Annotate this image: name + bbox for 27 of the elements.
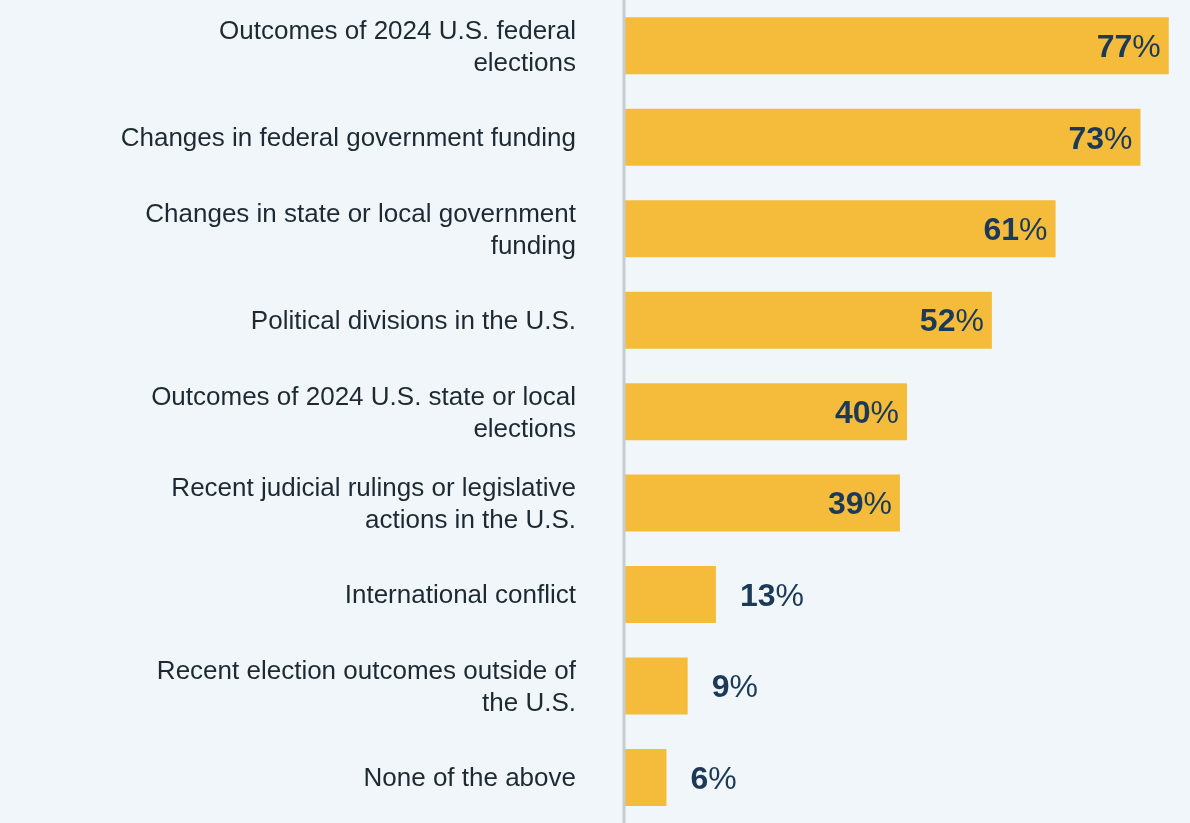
data-label: 39% bbox=[827, 485, 892, 522]
data-label: 13% bbox=[739, 576, 805, 613]
bar bbox=[624, 566, 716, 624]
bar bbox=[624, 657, 688, 715]
y-tick-label: None of the above bbox=[363, 762, 576, 793]
y-tick-label: Outcomes of 2024 U.S. state or local elections bbox=[151, 380, 576, 443]
bar bbox=[624, 291, 992, 349]
y-tick-label: Recent judicial rulings or legislative actions in the U.S. bbox=[171, 472, 576, 535]
y-tick-label: International conflict bbox=[344, 579, 577, 610]
data-label: 40% bbox=[834, 393, 899, 430]
bar bbox=[624, 748, 667, 806]
y-tick-label: Recent election outcomes outside of the U.S. bbox=[156, 654, 577, 717]
data-label: 52% bbox=[919, 302, 984, 339]
y-tick-label: Political divisions in the U.S. bbox=[250, 305, 576, 336]
y-tick-label: Changes in state or local government funding bbox=[145, 197, 577, 260]
data-label: 9% bbox=[711, 668, 758, 705]
y-tick-label: Changes in federal government funding bbox=[120, 122, 576, 153]
bar bbox=[624, 17, 1169, 75]
data-label: 73% bbox=[1068, 119, 1133, 156]
bar bbox=[624, 383, 907, 441]
bar bbox=[624, 474, 900, 532]
bar bbox=[624, 200, 1056, 258]
data-label: 61% bbox=[983, 210, 1048, 247]
y-tick-label: Outcomes of 2024 U.S. federal elections bbox=[219, 14, 576, 77]
data-label: 6% bbox=[690, 759, 737, 796]
bar bbox=[624, 108, 1141, 166]
data-label: 77% bbox=[1096, 28, 1161, 65]
